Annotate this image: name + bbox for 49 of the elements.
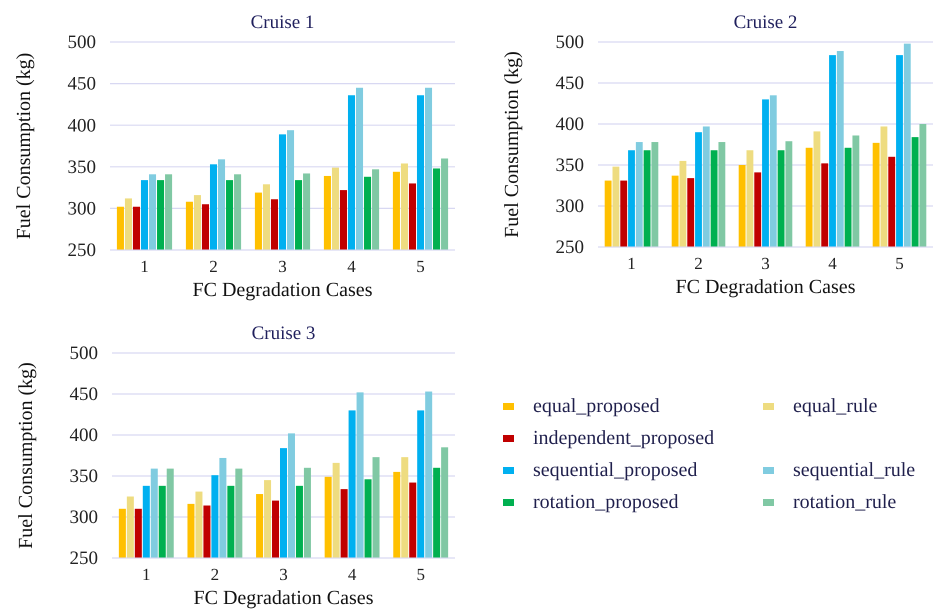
x-tick-label: 5: [416, 257, 425, 276]
y-tick-label: 250: [70, 548, 98, 570]
x-tick-label: 2: [209, 257, 218, 276]
y-tick-label: 300: [70, 507, 98, 528]
y-axis-title: Fuel Consumption (kg): [501, 51, 523, 238]
x-tick-label: 4: [828, 254, 838, 274]
y-tick-label: 400: [70, 425, 98, 446]
chart-title: Cruise 3: [252, 323, 316, 344]
x-axis-title: FC Degradation Cases: [676, 276, 856, 298]
x-tick-label: 1: [140, 257, 149, 276]
x-tick-label: 3: [279, 565, 288, 584]
x-tick-label: 1: [142, 565, 151, 584]
chart-title: Cruise 1: [250, 12, 314, 33]
y-tick-label: 400: [556, 114, 584, 136]
x-tick-label: 5: [895, 254, 904, 274]
legend-label: sequential_proposed: [533, 459, 698, 481]
x-tick-label: 1: [627, 254, 636, 274]
x-tick-label: 5: [416, 565, 425, 584]
y-tick-label: 350: [556, 155, 584, 176]
y-tick-label: 300: [556, 196, 584, 218]
y-tick-label: 400: [68, 115, 96, 136]
y-tick-label: 350: [68, 156, 96, 178]
y-tick-label: 450: [68, 74, 96, 95]
x-tick-label: 3: [278, 257, 287, 276]
x-tick-label: 2: [210, 565, 220, 584]
x-tick-label: 4: [347, 257, 356, 276]
legend-label: independent_proposed: [533, 427, 714, 449]
legend-label: rotation_rule: [793, 491, 896, 513]
y-tick-label: 500: [68, 32, 96, 54]
x-tick-label: 4: [348, 565, 357, 584]
chart-title: Cruise 2: [734, 12, 798, 33]
x-tick-label: 2: [694, 254, 703, 274]
y-axis-title: Fuel Consumption (kg): [15, 362, 37, 549]
legend-label: equal_rule: [793, 395, 878, 417]
x-axis-title: FC Degradation Cases: [194, 587, 374, 609]
x-axis-title: FC Degradation Cases: [192, 279, 373, 301]
legend-label: rotation_proposed: [533, 491, 679, 513]
y-tick-label: 250: [556, 237, 584, 258]
y-tick-label: 300: [68, 198, 96, 220]
y-tick-label: 500: [70, 343, 98, 364]
y-tick-label: 250: [68, 240, 96, 262]
y-tick-label: 500: [556, 32, 584, 54]
x-tick-label: 3: [761, 254, 770, 274]
y-tick-label: 450: [556, 73, 584, 94]
legend-label: equal_proposed: [533, 395, 660, 417]
y-tick-label: 450: [70, 384, 98, 406]
legend-label: sequential_rule: [793, 459, 916, 481]
y-tick-label: 350: [70, 466, 98, 488]
y-axis-title: Fuel Consumption (kg): [13, 52, 35, 240]
